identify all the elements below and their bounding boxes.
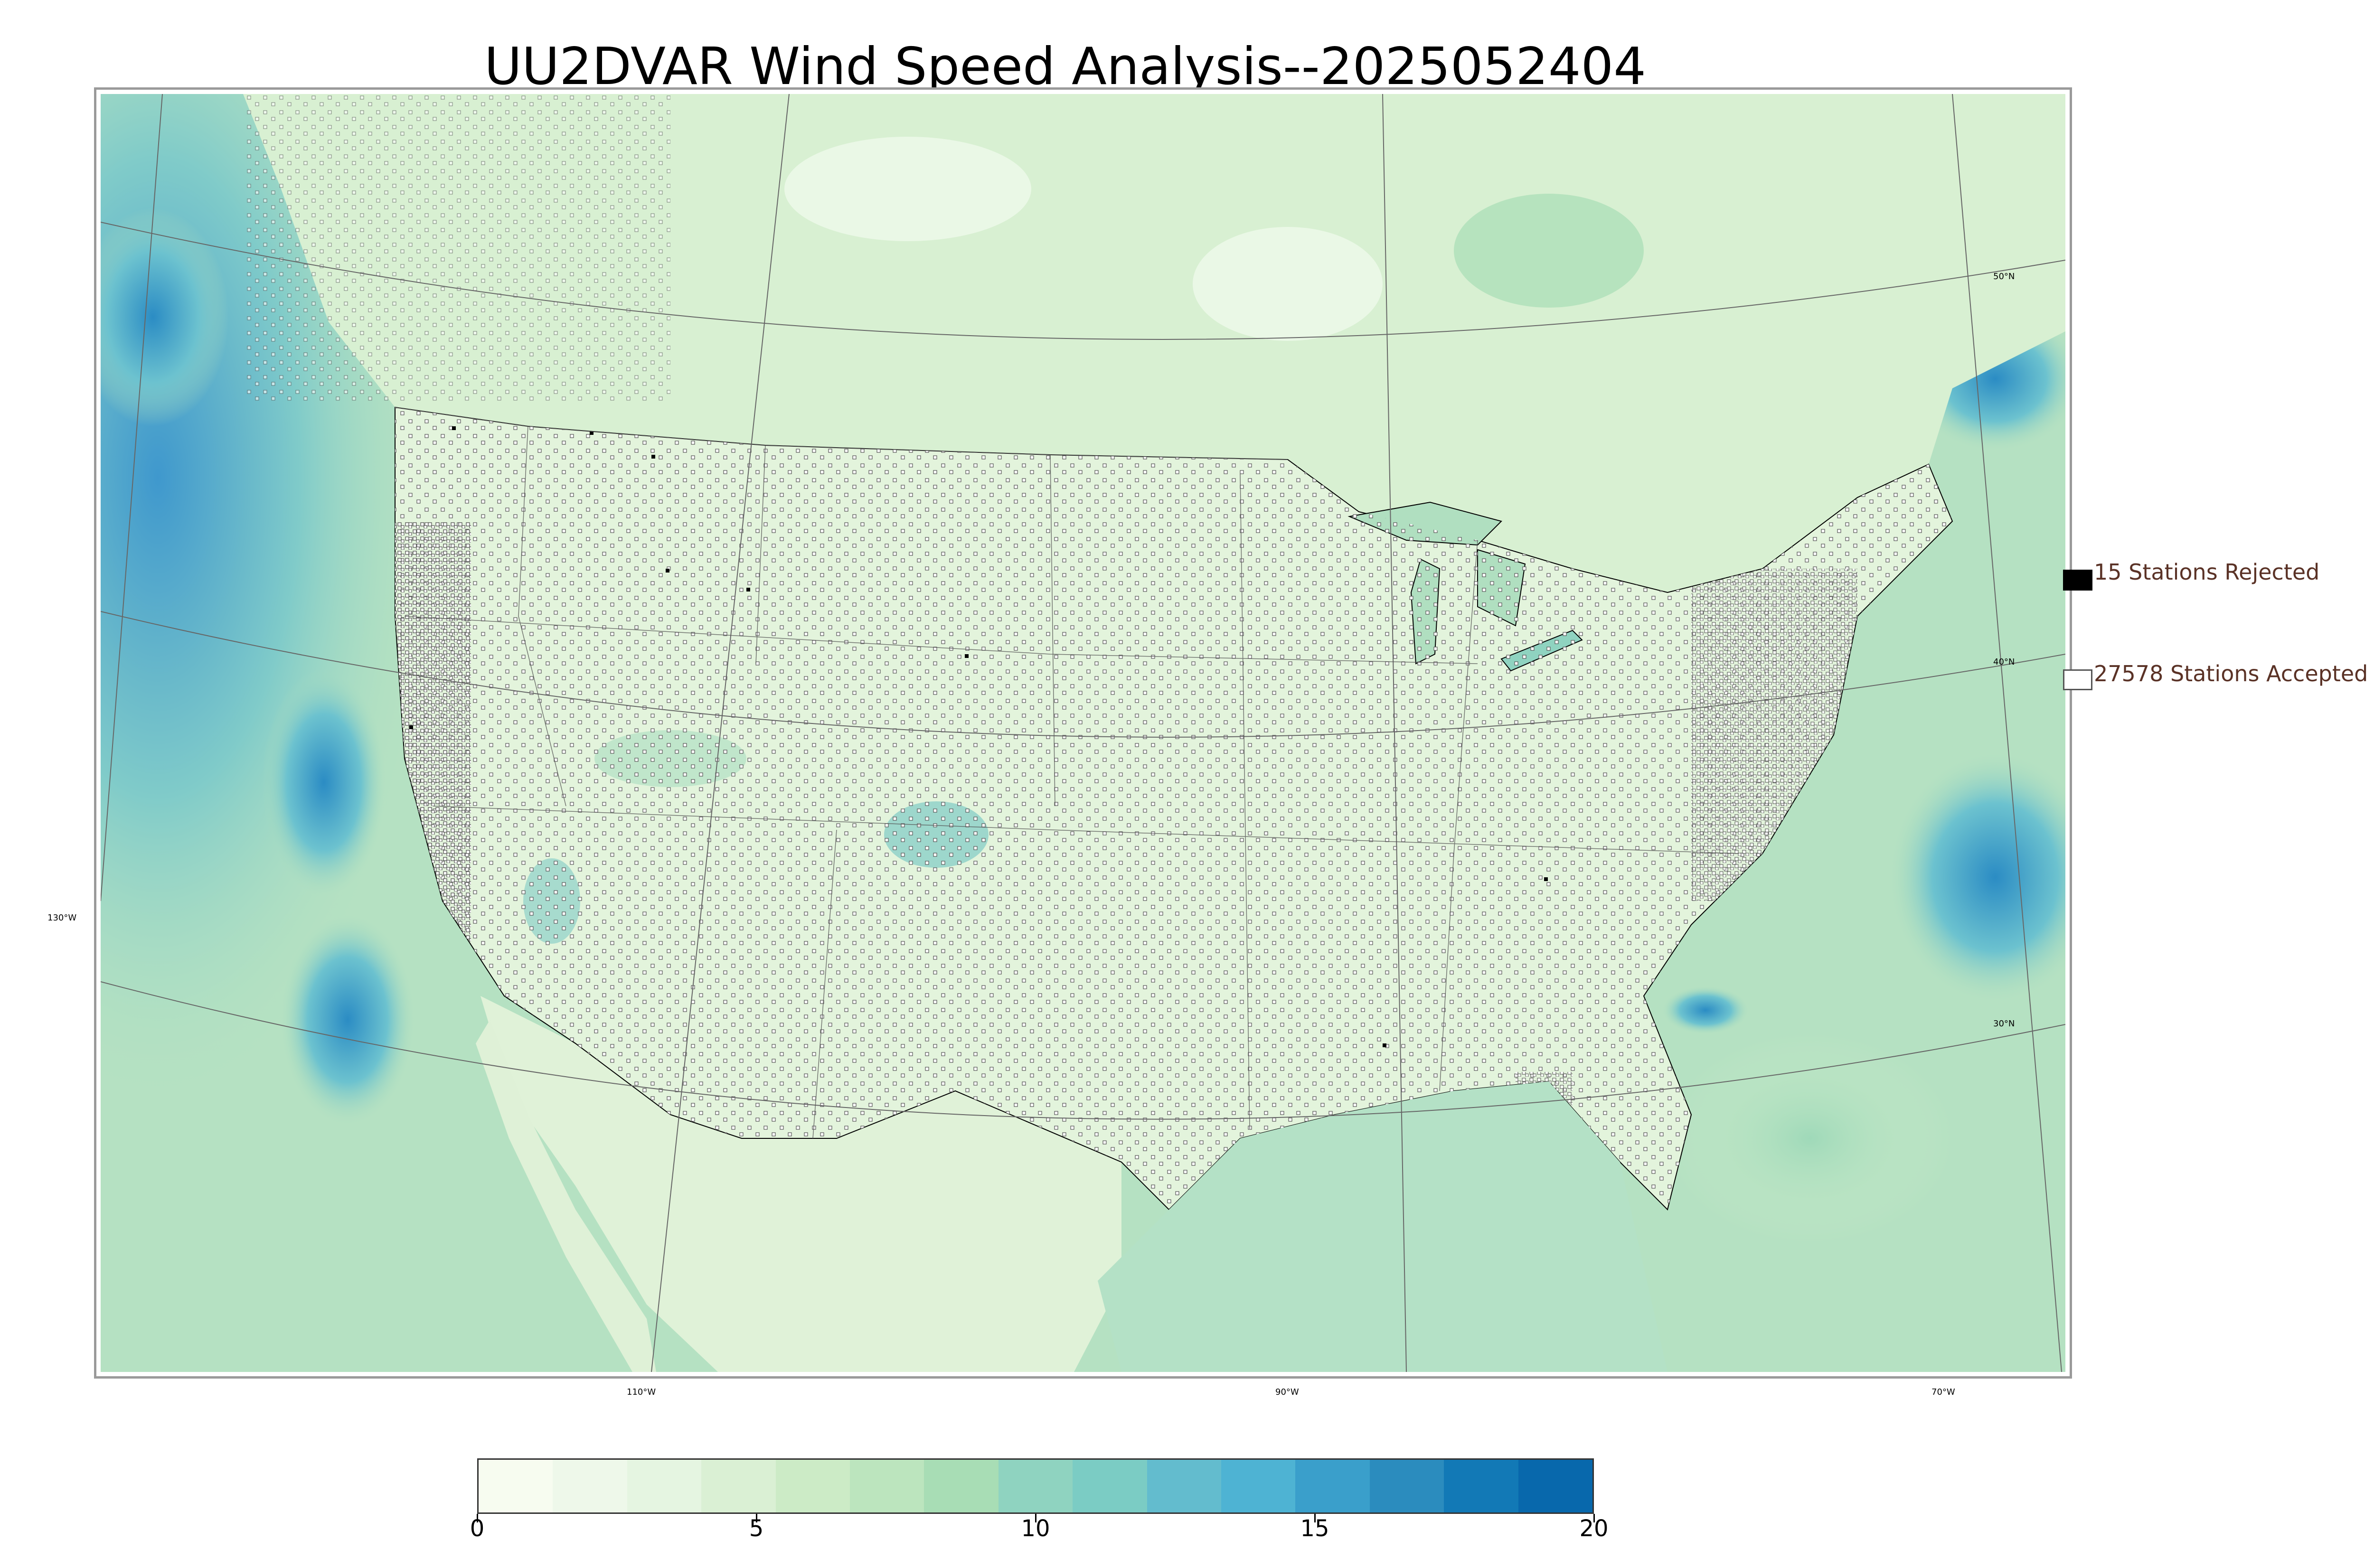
wind-maximum xyxy=(262,668,386,896)
rejected-station xyxy=(1383,1043,1386,1047)
colorbar-tick-label: 0 xyxy=(470,1515,485,1542)
mexico-land xyxy=(480,996,1121,1372)
colorbar-tick-label: 20 xyxy=(1579,1515,1609,1542)
colorbar-tick xyxy=(756,1514,757,1522)
wind-speed-map xyxy=(101,94,2065,1372)
colorbar-segment xyxy=(1369,1460,1444,1512)
colorbar-segment xyxy=(553,1460,627,1512)
colorbar xyxy=(477,1458,1594,1514)
rejected-station xyxy=(452,426,456,430)
calm-area xyxy=(784,137,1031,241)
latitude-label: 30°N xyxy=(1993,1019,2015,1029)
graticule xyxy=(101,94,2065,1372)
longitude-label: 130°W xyxy=(47,913,77,923)
wind-maximum xyxy=(1891,754,2065,1001)
rejected-legend-label: 15 Stations Rejected xyxy=(2094,559,2320,585)
latitude-label: 40°N xyxy=(1993,657,2015,667)
rejected-station xyxy=(590,431,594,435)
colorbar-segment xyxy=(998,1460,1073,1512)
calm-area xyxy=(1667,1034,1952,1243)
colorbar-tick xyxy=(1593,1514,1595,1522)
station-markers xyxy=(243,94,670,403)
colorbar-segment xyxy=(1221,1460,1296,1512)
longitude-label: 110°W xyxy=(627,1387,656,1397)
colorbar-segment xyxy=(701,1460,776,1512)
colorbar-tick xyxy=(1035,1514,1036,1522)
colorbar-segment xyxy=(1518,1460,1593,1512)
rejected-legend-swatch xyxy=(2063,570,2092,591)
latitude-label: 50°N xyxy=(1993,272,2015,282)
political-boundaries xyxy=(395,407,1739,1139)
rejected-station xyxy=(746,588,750,592)
longitude-label: 90°W xyxy=(1275,1387,1299,1397)
rejected-station xyxy=(651,455,655,459)
baja-california xyxy=(476,1020,656,1372)
wind-maximum xyxy=(101,208,229,426)
colorbar-segment xyxy=(479,1460,553,1512)
accepted-legend-swatch xyxy=(2063,669,2092,690)
rejected-station xyxy=(1544,877,1548,881)
colorbar-tick-label: 10 xyxy=(1021,1515,1050,1542)
colorbar-segment xyxy=(1073,1460,1147,1512)
rejected-station xyxy=(409,725,413,729)
rejected-station xyxy=(666,569,669,573)
colorbar-segment xyxy=(775,1460,850,1512)
gulf-of-mexico xyxy=(1098,1081,1667,1372)
wind-maximum xyxy=(1663,986,1748,1034)
colorbar-tick xyxy=(1314,1514,1316,1522)
map-title: UU2DVAR Wind Speed Analysis--2025052404 xyxy=(484,37,1646,96)
colorbar-tick-label: 15 xyxy=(1300,1515,1329,1542)
colorbar-segment xyxy=(1147,1460,1222,1512)
colorbar-tick-label: 5 xyxy=(749,1515,764,1542)
wind-maximum xyxy=(281,915,414,1124)
colorbar-tick xyxy=(477,1514,478,1522)
colorbar-segment xyxy=(850,1460,924,1512)
accepted-legend-label: 27578 Stations Accepted xyxy=(2094,661,2368,686)
colorbar-segment xyxy=(627,1460,702,1512)
longitude-label: 70°W xyxy=(1931,1387,1955,1397)
calm-area xyxy=(1454,194,1644,308)
rejected-station xyxy=(965,654,969,658)
colorbar-segment xyxy=(1444,1460,1518,1512)
colorbar-segment xyxy=(924,1460,999,1512)
colorbar-segment xyxy=(1295,1460,1370,1512)
calm-area xyxy=(1193,227,1383,341)
